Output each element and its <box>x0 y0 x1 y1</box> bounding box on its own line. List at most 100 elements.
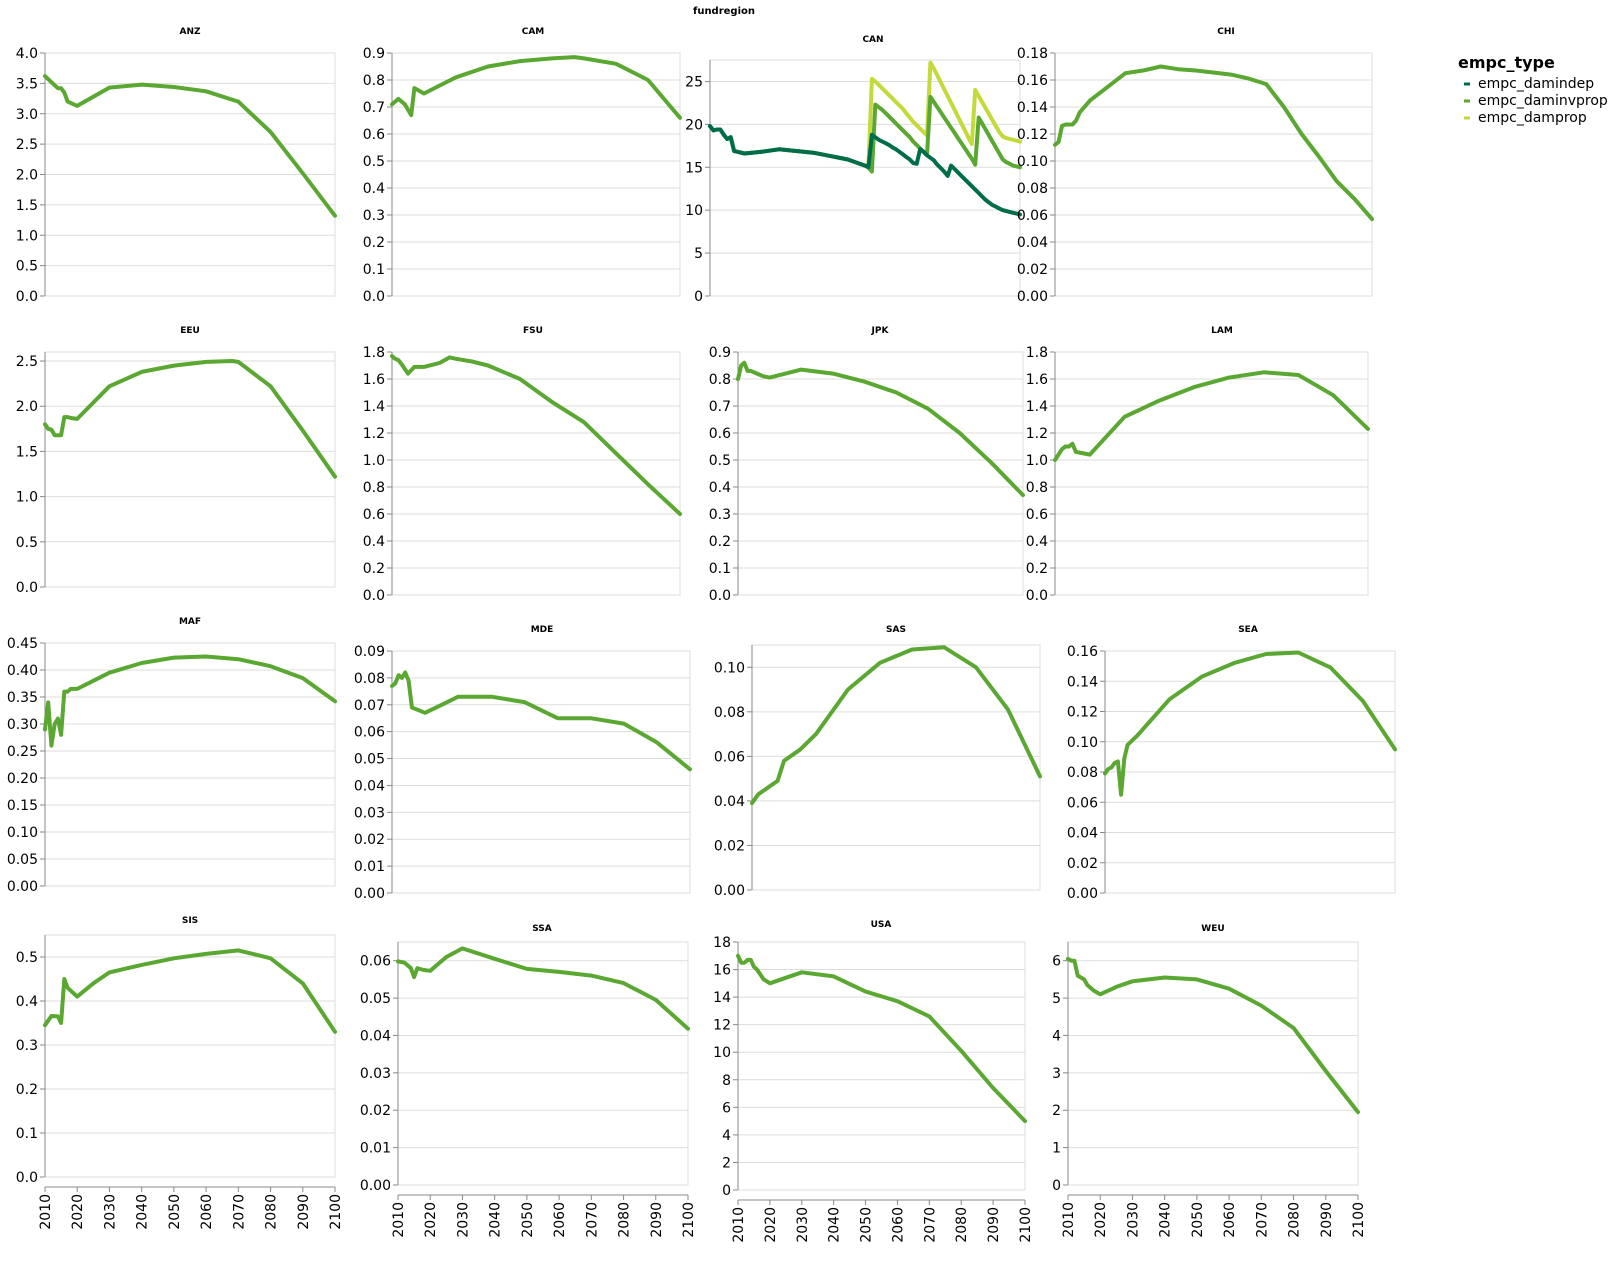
y-tick-label: 0.9 <box>363 46 385 62</box>
y-tick-label: 0.40 <box>7 663 38 679</box>
y-tick-label: 0.7 <box>363 100 385 116</box>
y-tick-label: 0.0 <box>16 580 38 596</box>
x-tick-label: 2060 <box>1222 1202 1238 1238</box>
panel-title: CHI <box>1217 27 1235 37</box>
series-line <box>736 953 1027 1124</box>
y-tick-label: 0.0 <box>363 588 385 604</box>
x-tick-label: 2090 <box>986 1207 1002 1243</box>
y-tick-label: 1.8 <box>1026 345 1048 361</box>
y-tick-label: 5 <box>694 246 703 262</box>
y-tick-label: 20 <box>685 117 703 133</box>
y-tick-label: 1.4 <box>363 399 385 415</box>
y-tick-label: 0.14 <box>1067 674 1098 690</box>
y-tick-label: 0 <box>722 1183 731 1199</box>
x-tick-label: 2100 <box>328 1194 344 1230</box>
series-line <box>1103 650 1397 797</box>
series-line <box>1066 956 1360 1115</box>
y-tick-label: 0.18 <box>1017 46 1048 62</box>
panel-title: LAM <box>1211 326 1233 336</box>
series-line <box>390 55 682 120</box>
x-tick-label: 2010 <box>38 1194 54 1230</box>
legend-item-empc-damindep: empc_damindep <box>1464 76 1594 92</box>
panel-mde: MDE 0.00 0.01 0.02 0.03 0.04 0.05 0.06 0.07 0.08 0… <box>354 625 692 902</box>
y-tick-label: 0.4 <box>363 181 385 197</box>
panel-sas: SAS 0.00 0.02 0.04 0.06 0.08 0.10 <box>714 625 1042 899</box>
plot-frame <box>44 934 336 1178</box>
x-tick-label: 2040 <box>135 1194 151 1230</box>
y-tick-label: 0.04 <box>360 1028 391 1044</box>
y-tick-label: 0.6 <box>363 127 385 143</box>
panel-ssa: SSA 0.00 0.01 0.02 0.03 0.04 0.05 0.06 2010 2020 2… <box>360 924 697 1238</box>
panel-title: FSU <box>523 326 543 336</box>
x-tick-label: 2080 <box>954 1207 970 1243</box>
panel-usa: USA 0 2 4 6 8 10 12 14 16 18 2010 2020 2030 2040 2050 20… <box>713 920 1034 1243</box>
y-tick-label: 0.2 <box>709 534 731 550</box>
y-tick-label: 0.0 <box>709 588 731 604</box>
panel-cam: CAM 0.0 0.1 0.2 0.3 0.4 0.5 0.6 0.7 0.8 0.9 <box>363 27 682 305</box>
y-tick-label: 0.6 <box>363 507 385 523</box>
x-tick-label: 2090 <box>1319 1202 1335 1238</box>
y-tick-label: 12 <box>713 1018 731 1034</box>
y-tick-label: 1.5 <box>16 198 38 214</box>
y-tick-label: 0.06 <box>714 749 745 765</box>
y-tick-label: 0.04 <box>1067 826 1098 842</box>
x-tick-label: 2020 <box>423 1202 439 1238</box>
plot-frame <box>397 941 689 1186</box>
y-tick-label: 10 <box>713 1045 731 1061</box>
y-tick-label: 0.8 <box>363 480 385 496</box>
y-tick-label: 0.4 <box>16 994 38 1010</box>
y-tick-label: 0.3 <box>16 1038 38 1054</box>
y-tick-label: 0.03 <box>354 805 385 821</box>
y-tick-label: 0.01 <box>360 1141 391 1157</box>
y-tick-label: 0.09 <box>354 644 385 660</box>
x-tick-label: 2100 <box>1351 1202 1367 1238</box>
x-tick-label: 2080 <box>617 1202 633 1238</box>
y-tick-label: 3.0 <box>16 107 38 123</box>
y-tick-label: 0.20 <box>7 771 38 787</box>
y-tick-label: 0.1 <box>709 561 731 577</box>
y-tick-label: 1.6 <box>363 372 385 388</box>
series-line <box>750 645 1042 806</box>
panel-title: EEU <box>180 326 200 336</box>
y-tick-label: 0.00 <box>360 1178 391 1194</box>
y-tick-label: 0.08 <box>1067 765 1098 781</box>
y-tick-label: 6 <box>1052 954 1061 970</box>
y-tick-label: 8 <box>722 1073 731 1089</box>
y-tick-label: 0.45 <box>7 636 38 652</box>
panel-lam: LAM 0.0 0.2 0.4 0.6 0.8 1.0 1.2 1.4 1.6 1.8 <box>1026 326 1370 604</box>
legend-label: empc_damindep <box>1478 76 1594 92</box>
facet-title: fundregion <box>693 6 755 17</box>
y-tick-label: 0.00 <box>354 886 385 902</box>
y-tick-label: 0.9 <box>709 345 731 361</box>
x-tick-label: 2010 <box>1061 1202 1077 1238</box>
legend-label: empc_damprop <box>1478 110 1587 126</box>
y-tick-label: 1.0 <box>16 228 38 244</box>
y-tick-label: 0.00 <box>7 879 38 895</box>
y-tick-label: 0.3 <box>709 507 731 523</box>
y-tick-label: 0.2 <box>16 1082 38 1098</box>
x-tick-label: 2030 <box>795 1207 811 1243</box>
y-tick-label: 0.0 <box>1026 588 1048 604</box>
y-tick-label: 0.2 <box>1026 561 1048 577</box>
plot-frame <box>44 351 336 588</box>
y-tick-label: 4 <box>1052 1028 1061 1044</box>
y-tick-label: 2.5 <box>16 354 38 370</box>
x-tick-label: 2070 <box>922 1207 938 1243</box>
series-line <box>390 670 692 772</box>
y-tick-label: 2.5 <box>16 137 38 153</box>
y-tick-label: 1.0 <box>1026 453 1048 469</box>
x-tick-label: 2050 <box>167 1194 183 1230</box>
series-line <box>1053 370 1370 462</box>
plot-frame <box>391 650 691 894</box>
y-tick-label: 1.6 <box>1026 372 1048 388</box>
x-tick-label: 2050 <box>520 1202 536 1238</box>
x-tick-label: 2030 <box>1125 1202 1141 1238</box>
y-tick-label: 0.8 <box>363 73 385 89</box>
y-tick-label: 2.0 <box>16 399 38 415</box>
panel-sea: SEA 0.00 0.02 0.04 0.06 0.08 0.10 0.12 0.14 0.16 <box>1067 625 1397 902</box>
y-tick-label: 3 <box>1052 1066 1061 1082</box>
panels: ANZ0.00.51.01.52.02.53.03.54.0CAM0.00.10… <box>7 27 1397 1243</box>
y-tick-label: 0.5 <box>709 453 731 469</box>
y-tick-label: 0 <box>1052 1178 1061 1194</box>
panel-weu: WEU 0 1 2 3 4 5 6 2010 2020 2030 2040 2050 2060 2070 20… <box>1052 924 1367 1238</box>
